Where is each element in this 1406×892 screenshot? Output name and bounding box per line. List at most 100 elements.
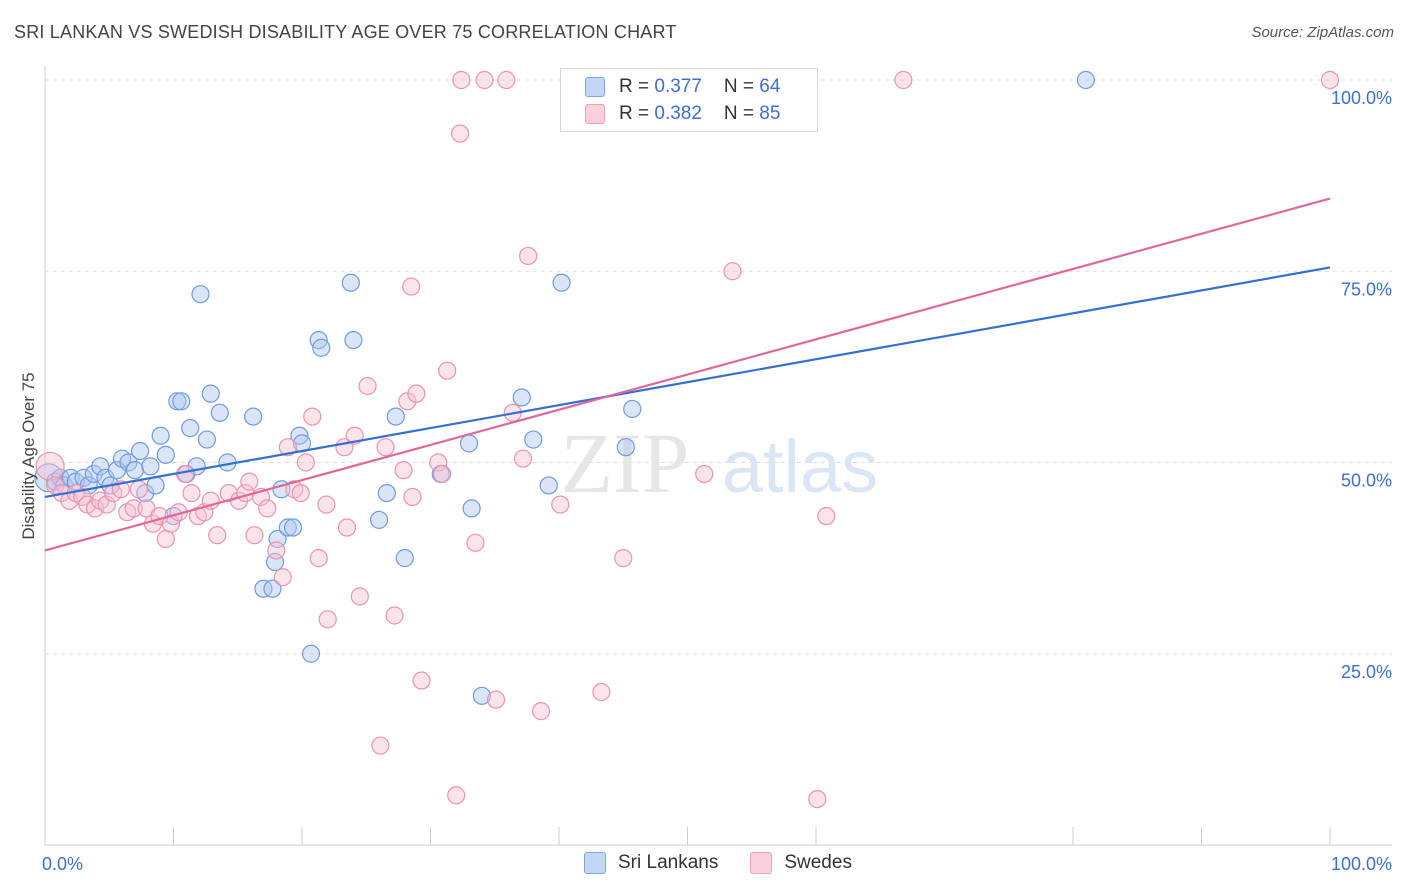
y-tick-label: 75.0%	[1341, 279, 1392, 299]
data-point	[341, 273, 360, 292]
data-point	[466, 533, 485, 552]
legend-row-sri-lankans: R = 0.377 N = 64	[585, 74, 780, 100]
data-point	[263, 579, 282, 598]
watermark: ZIP atlas	[561, 415, 879, 511]
data-point	[403, 487, 422, 507]
data-point	[168, 392, 187, 411]
legend-label-swedes: Swedes	[784, 852, 852, 873]
data-point	[472, 686, 491, 705]
data-point	[129, 480, 148, 499]
legend-n-value: 85	[759, 103, 781, 124]
data-point	[412, 671, 431, 690]
legend-n-label: N =	[723, 103, 760, 124]
legend-n-value: 64	[759, 76, 781, 97]
data-point	[125, 461, 145, 480]
data-point	[312, 338, 331, 357]
data-point	[151, 426, 170, 445]
data-point	[317, 495, 336, 514]
legend-row-swedes: R = 0.382 N = 85	[585, 101, 780, 127]
data-point	[350, 587, 369, 606]
data-point	[614, 549, 633, 568]
data-point	[283, 518, 303, 537]
data-point	[318, 610, 337, 629]
data-point	[273, 568, 292, 587]
grid-lines	[45, 79, 1392, 655]
data-point	[552, 273, 571, 292]
data-point	[278, 438, 297, 457]
data-point	[808, 789, 827, 809]
legend-swatch-blue	[584, 852, 606, 874]
data-point	[376, 438, 395, 457]
data-point	[146, 476, 165, 495]
x-tick-label: 0.0%	[42, 854, 83, 874]
trend-line-swedes	[44, 197, 1331, 552]
data-point	[524, 430, 543, 449]
y-tick-label: 25.0%	[1341, 662, 1392, 682]
x-tick-label: 100.0%	[1331, 854, 1392, 874]
data-point	[278, 518, 297, 537]
data-point	[172, 392, 191, 411]
data-point	[447, 786, 466, 805]
legend-n-label: N =	[723, 76, 760, 97]
watermark-atlas: atlas	[722, 425, 878, 508]
data-point	[407, 384, 426, 403]
data-point	[210, 403, 229, 422]
data-point	[429, 453, 448, 472]
chart-title: SRI LANKAN VS SWEDISH DISABILITY AGE OVE…	[14, 22, 677, 42]
data-point	[623, 399, 642, 419]
data-point	[394, 461, 413, 480]
data-point	[265, 552, 285, 572]
legend-r-value: 0.382	[654, 103, 702, 124]
data-point	[512, 388, 531, 407]
data-point	[486, 690, 506, 709]
data-point	[181, 418, 200, 438]
legend-r-label: R =	[619, 103, 655, 124]
legend-swatch-pink	[585, 104, 605, 124]
data-point	[268, 529, 287, 549]
watermark-zip: ZIP	[561, 415, 690, 511]
data-point	[208, 526, 227, 545]
axes	[44, 66, 1392, 846]
data-point	[377, 484, 396, 503]
data-point	[197, 430, 217, 449]
tick-labels: 25.0% 50.0% 75.0% 100.0% 0.0% 100.0%	[42, 88, 1392, 874]
data-point	[201, 384, 220, 403]
data-point	[1076, 70, 1095, 90]
data-point	[240, 472, 259, 491]
data-point	[450, 124, 470, 143]
legend-r-label: R =	[619, 76, 655, 97]
legend-swatch-pink	[750, 852, 773, 874]
data-point	[531, 702, 551, 721]
data-point	[519, 246, 538, 266]
data-point	[156, 529, 175, 549]
data-point	[371, 736, 390, 755]
data-point	[817, 506, 836, 526]
data-point	[141, 457, 160, 476]
y-axis-label: Disability Age Over 75	[19, 372, 38, 540]
legend-item-sri-lankans: Sri Lankans	[584, 852, 718, 874]
data-point	[551, 495, 570, 514]
series-swedes	[35, 70, 1340, 809]
data-point	[386, 407, 405, 426]
data-point	[258, 499, 277, 518]
data-point	[459, 434, 479, 453]
series-sri-lankans	[34, 70, 1095, 705]
data-point	[267, 541, 286, 560]
data-point	[182, 484, 201, 503]
data-point	[539, 476, 558, 495]
data-point	[97, 495, 116, 514]
data-point	[309, 549, 328, 568]
data-point	[191, 285, 210, 304]
source-label: Source: ZipAtlas.com	[1251, 24, 1394, 41]
series-legend: Sri Lankans Swedes	[584, 852, 884, 874]
data-point	[344, 331, 363, 350]
data-point	[130, 441, 150, 461]
data-point	[296, 453, 315, 472]
data-point	[291, 484, 310, 503]
y-tick-label: 50.0%	[1341, 471, 1392, 491]
data-point	[438, 361, 457, 380]
data-point	[402, 277, 421, 296]
data-point	[1320, 70, 1340, 90]
data-point	[723, 262, 742, 281]
